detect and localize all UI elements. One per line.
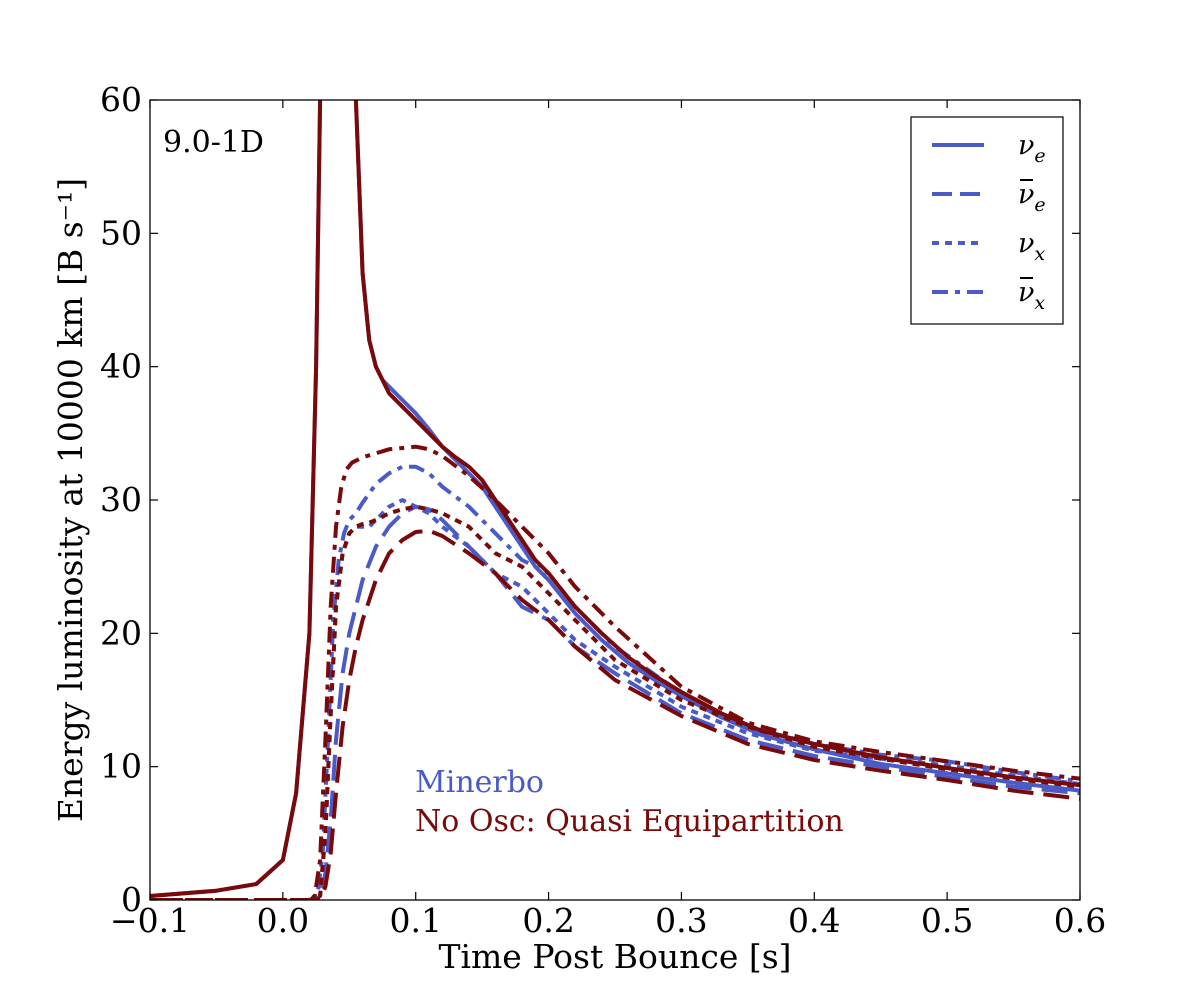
model-label-no-osc: No Osc: Quasi Equipartition <box>415 804 844 839</box>
x-tick-label: 0.4 <box>788 901 840 940</box>
legend-label-nue: νe <box>1018 130 1046 167</box>
y-tick-label: 50 <box>100 213 142 252</box>
legend-label-nuxbar: νx <box>1018 277 1045 314</box>
legend-label-nuebar: νe <box>1018 179 1046 216</box>
y-tick-label: 20 <box>100 613 142 652</box>
x-tick-label: 0.0 <box>257 901 309 940</box>
series-line-no_osc-dashed <box>150 528 1080 900</box>
model-label-minerbo: Minerbo <box>415 765 544 800</box>
x-tick-label: 0.3 <box>655 901 707 940</box>
y-tick-label: 40 <box>100 347 142 386</box>
x-tick-label: −0.1 <box>110 901 190 940</box>
series-line-no_osc-solid <box>150 100 1080 898</box>
x-tick-label: 0.2 <box>522 901 574 940</box>
series-line-no_osc-dashdot <box>150 444 1080 900</box>
y-tick-label: 10 <box>100 747 142 786</box>
x-axis-label: Time Post Bounce [s] <box>438 937 791 976</box>
x-tick-label: 0.1 <box>389 901 441 940</box>
ticks-layer: −0.1 0.0 0.1 0.2 0.3 0.4 0.5 0.6 0 10 20 30 40 50 60 <box>100 80 1106 940</box>
legend-box <box>910 116 1064 325</box>
legend-label-nux: νx <box>1018 228 1045 265</box>
panel-label: 9.0-1D <box>163 125 264 160</box>
y-tick-label: 0 <box>121 880 142 919</box>
series-layer <box>150 100 1080 900</box>
y-tick-label: 30 <box>100 480 142 519</box>
y-axis-label: Energy luminosity at 10000 km [B s⁻¹] <box>51 178 90 822</box>
y-tick-label: 60 <box>100 80 142 119</box>
x-tick-label: 0.5 <box>921 901 973 940</box>
x-tick-label: 0.6 <box>1054 901 1106 940</box>
series-line-minerbo-dashed <box>150 504 1080 900</box>
series-line-no_osc-dotted <box>150 504 1080 900</box>
legend: νe νe νx νx <box>910 116 1064 325</box>
